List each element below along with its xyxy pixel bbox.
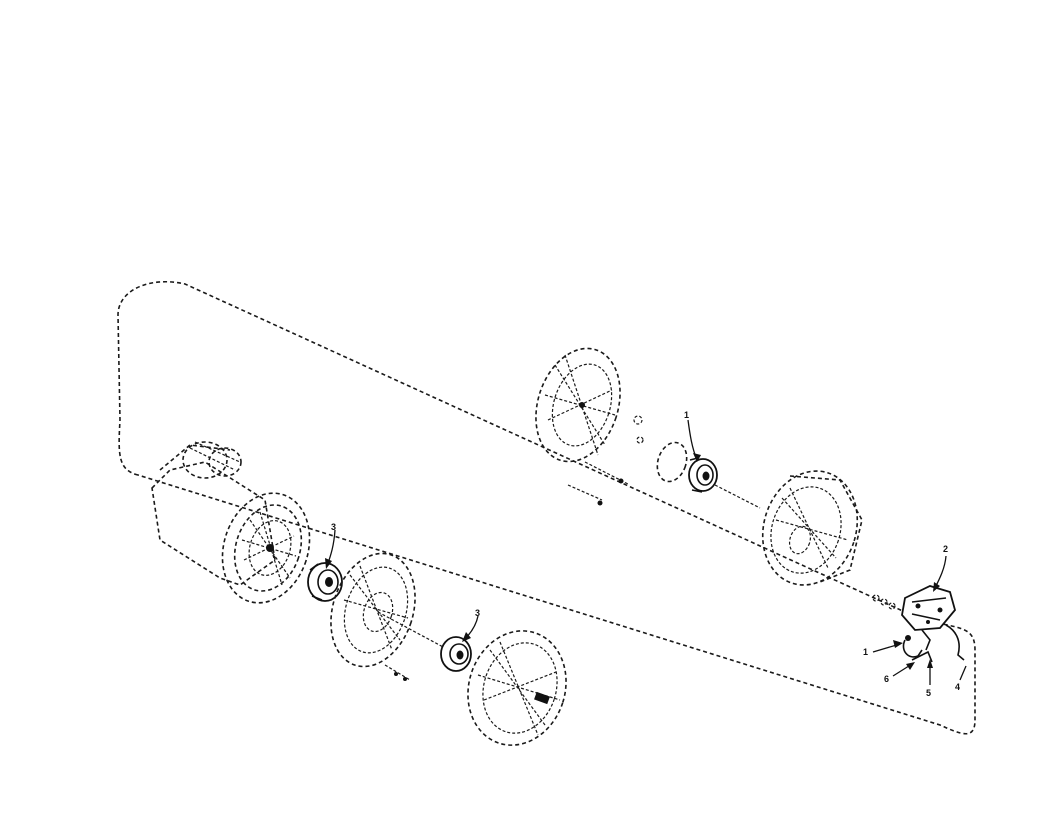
callout-3-left-label: 3 (331, 522, 336, 532)
callout-2-label: 2 (943, 544, 948, 554)
bearing-upper (688, 457, 718, 493)
callout-2: 2 (933, 544, 948, 592)
callout-1-lower-label: 1 (863, 647, 868, 657)
callout-3-left: 3 (325, 522, 336, 569)
callout-6: 6 (884, 662, 915, 684)
callout-5: 5 (926, 659, 933, 698)
callout-1-lower: 1 (863, 640, 903, 657)
callout-3-center-label: 3 (475, 608, 480, 618)
callout-3-center: 3 (462, 608, 480, 642)
callout-1-upper: 1 (684, 410, 701, 462)
bearing-left (307, 562, 343, 602)
callout-1-upper-label: 1 (684, 410, 689, 420)
bearing-center (440, 636, 472, 672)
slip-ring-end-fan (535, 347, 621, 463)
shaft-axis-line (377, 611, 446, 649)
assembly-boundary-line (117, 280, 976, 735)
callout-4-label: 4 (955, 682, 960, 692)
brush-holder-assembly (872, 585, 965, 663)
callout-4: 4 (955, 665, 967, 692)
callout-5-label: 5 (926, 688, 931, 698)
slip-ring-end-frame (761, 470, 863, 586)
drive-end-frame (330, 552, 416, 681)
callout-6-label: 6 (884, 674, 889, 684)
small-hardware (567, 415, 761, 509)
alternator-housing (151, 441, 311, 604)
rotor-fan (467, 630, 567, 746)
